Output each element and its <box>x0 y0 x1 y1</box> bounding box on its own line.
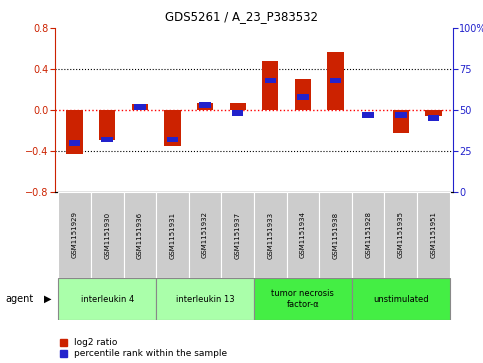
Text: GSM1151928: GSM1151928 <box>365 212 371 258</box>
Bar <box>425 110 441 116</box>
Bar <box>295 79 311 110</box>
Text: interleukin 4: interleukin 4 <box>81 294 134 303</box>
Bar <box>134 104 145 110</box>
Bar <box>254 192 286 278</box>
Text: GSM1151931: GSM1151931 <box>170 211 175 258</box>
Bar <box>327 52 344 110</box>
Text: unstimulated: unstimulated <box>373 294 428 303</box>
Bar <box>58 192 91 278</box>
Bar <box>254 278 352 320</box>
Bar <box>352 278 450 320</box>
Bar <box>101 137 113 142</box>
Bar <box>395 112 407 118</box>
Bar <box>262 61 279 110</box>
Bar <box>58 278 156 320</box>
Bar <box>319 192 352 278</box>
Bar <box>229 103 246 110</box>
Text: GSM1151933: GSM1151933 <box>267 211 273 258</box>
Bar <box>417 192 450 278</box>
Bar <box>428 115 439 121</box>
Bar <box>286 192 319 278</box>
Text: GDS5261 / A_23_P383532: GDS5261 / A_23_P383532 <box>165 10 318 23</box>
Bar <box>384 192 417 278</box>
Bar <box>393 110 409 132</box>
Text: GSM1151951: GSM1151951 <box>430 212 437 258</box>
Bar <box>232 110 243 116</box>
Text: agent: agent <box>5 294 33 304</box>
Bar <box>156 278 254 320</box>
Text: interleukin 13: interleukin 13 <box>176 294 234 303</box>
Bar <box>330 78 341 83</box>
Bar <box>352 192 384 278</box>
Bar <box>124 192 156 278</box>
Text: GSM1151936: GSM1151936 <box>137 211 143 258</box>
Bar <box>91 192 124 278</box>
Text: ▶: ▶ <box>43 294 51 304</box>
Bar <box>99 110 115 140</box>
Bar <box>132 104 148 110</box>
Bar <box>189 192 221 278</box>
Text: GSM1151929: GSM1151929 <box>71 212 78 258</box>
Text: GSM1151938: GSM1151938 <box>333 211 339 258</box>
Bar <box>164 110 181 146</box>
Text: GSM1151930: GSM1151930 <box>104 211 110 258</box>
Bar <box>197 103 213 110</box>
Bar <box>156 192 189 278</box>
Bar <box>265 78 276 83</box>
Bar <box>297 94 309 100</box>
Bar <box>69 140 80 146</box>
Bar <box>221 192 254 278</box>
Text: GSM1151932: GSM1151932 <box>202 212 208 258</box>
Text: GSM1151935: GSM1151935 <box>398 212 404 258</box>
Bar <box>362 112 374 118</box>
Bar <box>167 137 178 142</box>
Bar <box>67 110 83 154</box>
Text: tumor necrosis
factor-α: tumor necrosis factor-α <box>271 289 334 309</box>
Text: GSM1151934: GSM1151934 <box>300 212 306 258</box>
Legend: log2 ratio, percentile rank within the sample: log2 ratio, percentile rank within the s… <box>59 338 227 359</box>
Bar <box>199 102 211 108</box>
Text: GSM1151937: GSM1151937 <box>235 211 241 258</box>
